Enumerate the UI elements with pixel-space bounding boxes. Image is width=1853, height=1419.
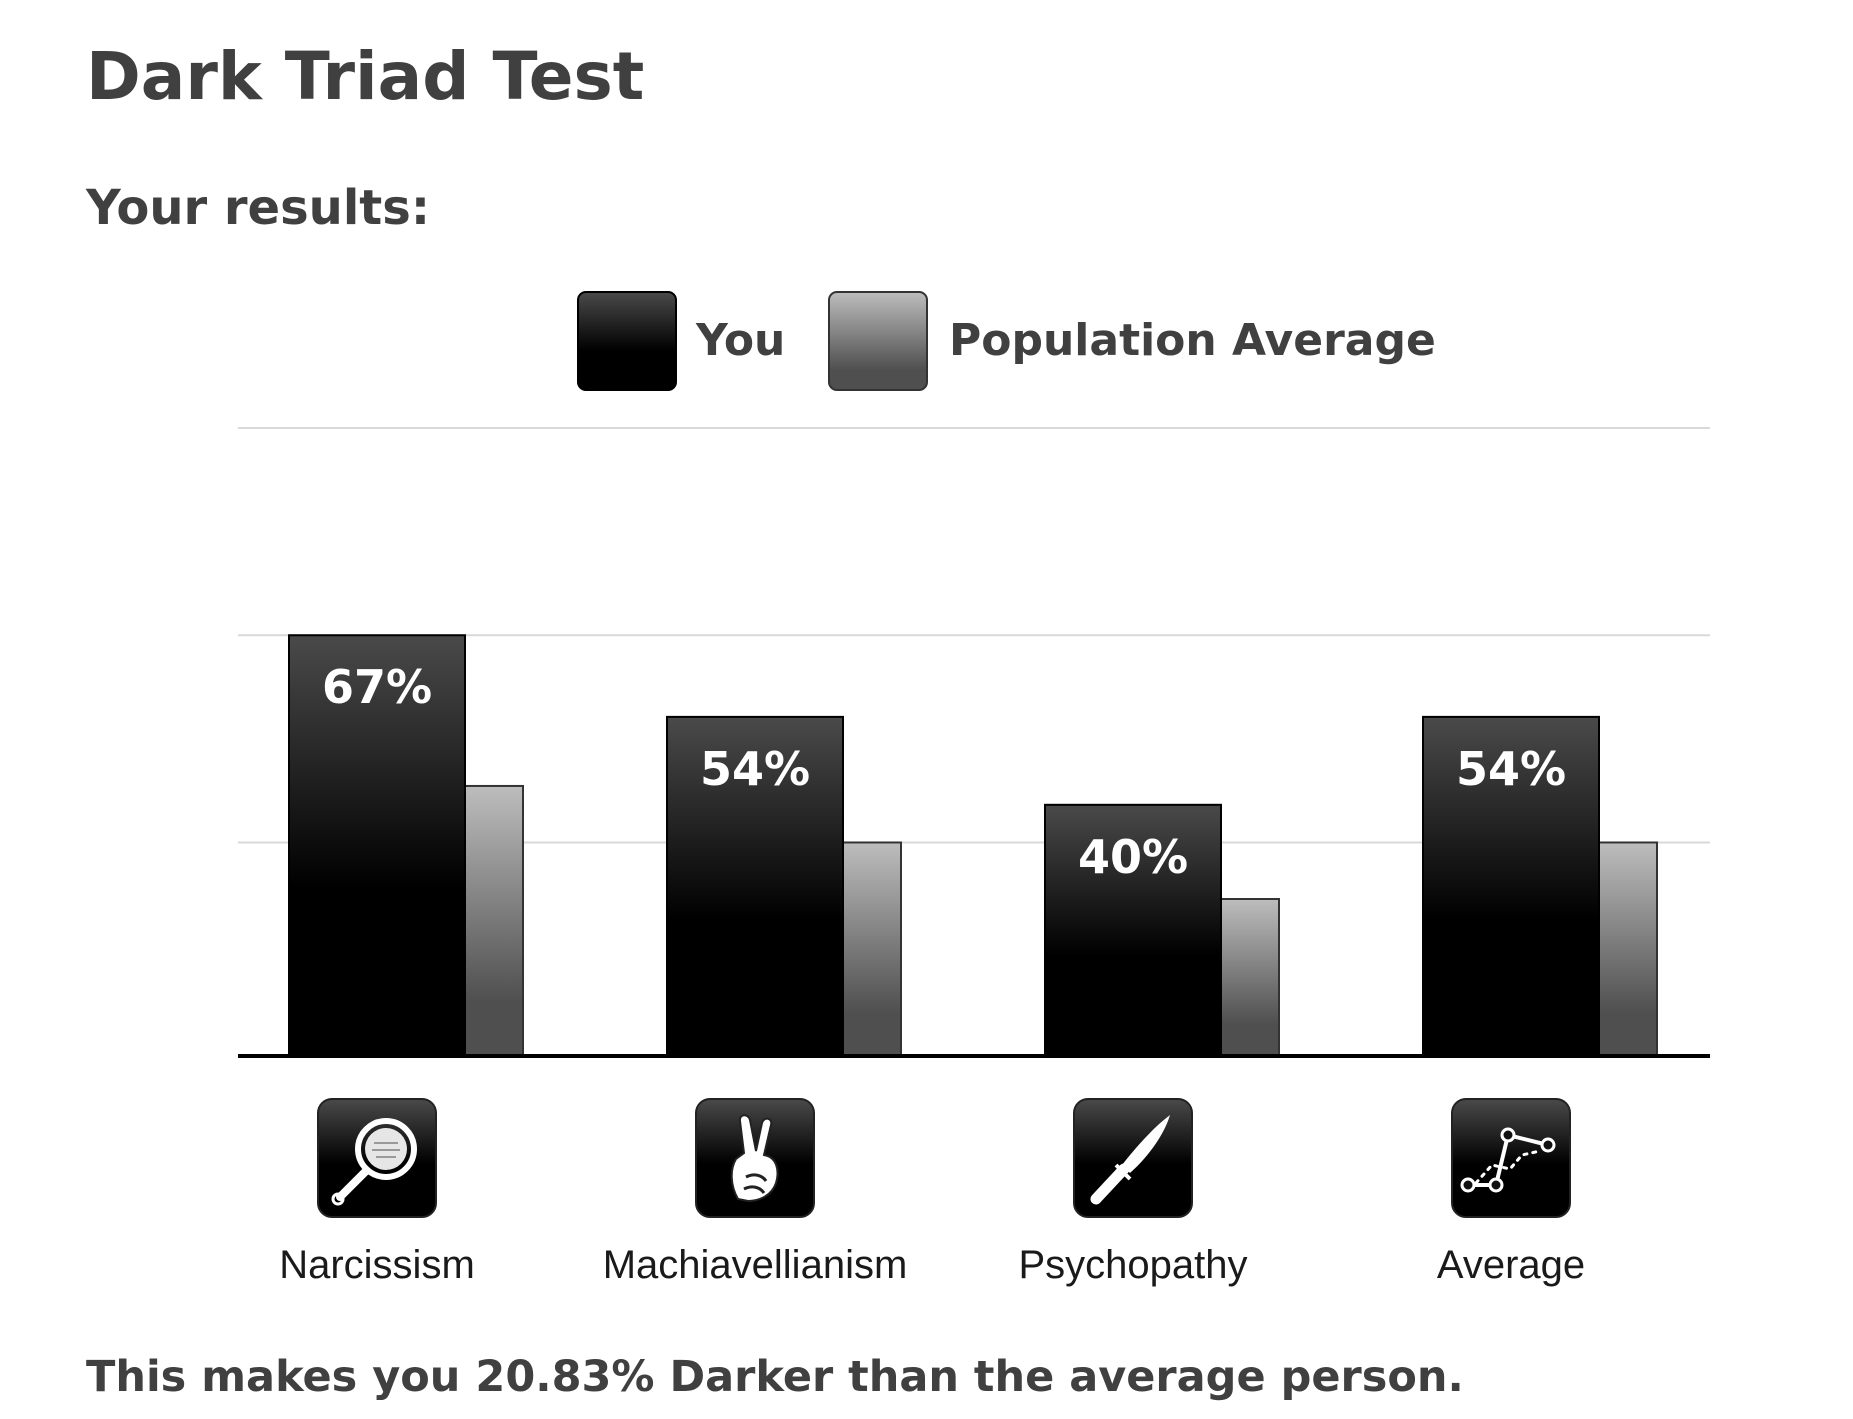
chart-legend: You Population Average — [577, 291, 1436, 391]
category-label-narcissism: Narcissism — [279, 1243, 475, 1287]
bar-population-average-psychopathy — [1220, 898, 1280, 1057]
legend-swatch-population-average — [828, 291, 928, 391]
legend-item-you: You — [577, 291, 785, 391]
hand-mirror-icon — [317, 1098, 437, 1218]
trend-line-icon — [1451, 1098, 1571, 1218]
bar-population-average-narcissism — [464, 784, 524, 1058]
results-chart: You Population Average 67% 54% 40% 54% Narc… — [238, 291, 1710, 1287]
legend-swatch-you — [577, 291, 677, 391]
bar-population-average-machiavellianism — [842, 841, 902, 1057]
chart-bars: 67% 54% 40% 54% — [288, 634, 1658, 1058]
legend-label-population-average: Population Average — [949, 315, 1436, 366]
results-heading: Your results: — [86, 180, 431, 236]
category-label-psychopathy: Psychopathy — [1018, 1243, 1247, 1287]
legend-label-you: You — [695, 315, 785, 366]
page-title: Dark Triad Test — [86, 38, 645, 115]
bar-you-narcissism — [288, 634, 466, 1057]
category-label-average: Average — [1437, 1243, 1585, 1287]
category-label-machiavellianism: Machiavellianism — [603, 1243, 908, 1287]
chart-categories: Narcissism Machiavellianism Psychopathy Ave… — [279, 1098, 1585, 1287]
crossed-fingers-icon — [695, 1098, 815, 1218]
value-label-narcissism: 67% — [322, 660, 432, 714]
value-label-machiavellianism: 54% — [700, 742, 810, 796]
legend-item-population-average: Population Average — [828, 291, 1436, 391]
value-label-average: 54% — [1456, 742, 1566, 796]
summary-text: This makes you 20.83% Darker than the av… — [86, 1352, 1464, 1402]
bar-population-average-average — [1598, 841, 1658, 1057]
value-label-psychopathy: 40% — [1078, 830, 1188, 884]
knife-icon — [1073, 1098, 1193, 1218]
